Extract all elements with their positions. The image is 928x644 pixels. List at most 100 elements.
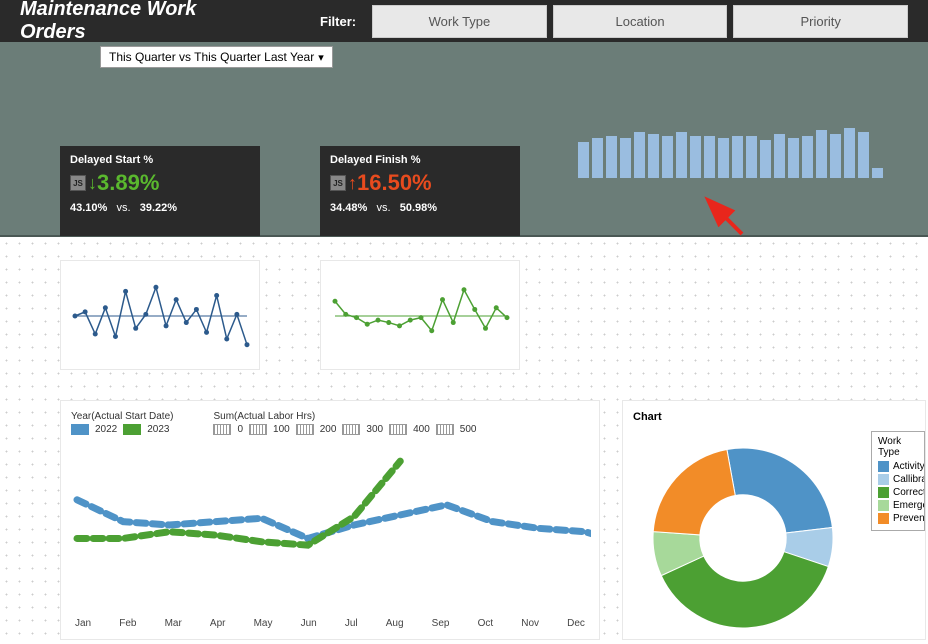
header-bar: Maintenance Work Orders Filter: Work Typ… [0, 0, 928, 42]
x-axis: Jan Feb Mar Apr May Jun Jul Aug Sep Oct Nov Dec [71, 618, 589, 629]
bar [746, 136, 757, 178]
bar [816, 130, 827, 178]
pie-legend-title: Work Type [878, 436, 924, 458]
month-label: May [254, 618, 273, 629]
legend-sum-label: Sum(Actual Labor Hrs) [213, 411, 476, 422]
month-label: Mar [165, 618, 182, 629]
month-label: Feb [119, 618, 136, 629]
legend-swatch [436, 424, 454, 435]
legend-label: Emergency [893, 500, 925, 511]
period-selector[interactable]: This Quarter vs This Quarter Last Year [100, 46, 333, 68]
page-title: Maintenance Work Orders [20, 0, 260, 44]
kpi-value: JS ↑ 16.50% [330, 170, 510, 196]
pie-legend-item: Emergency [878, 500, 924, 511]
top-bar-chart [578, 120, 888, 178]
bar [592, 138, 603, 178]
legend-label: 2023 [147, 424, 169, 435]
legend-label: Activity [893, 461, 925, 472]
bar [690, 136, 701, 178]
legend-swatch [71, 424, 89, 435]
bar [718, 138, 729, 178]
legend-label: Corrective [893, 487, 925, 498]
bar [760, 140, 771, 178]
bar [704, 136, 715, 178]
chart-legend: Year(Actual Start Date) 2022 2023 Sum(Act… [71, 411, 589, 435]
compare-a: 34.48% [330, 202, 367, 214]
kpi-percent: 3.89% [97, 170, 159, 196]
kpi-delayed-start: Delayed Start % JS ↓ 3.89% 43.10% vs. 39… [60, 146, 260, 236]
arrow-up-icon: ↑ [348, 173, 357, 194]
filter-priority[interactable]: Priority [733, 5, 908, 38]
bar [676, 132, 687, 178]
pie-legend-item: Corrective [878, 487, 924, 498]
month-label: Aug [386, 618, 404, 629]
legend-swatch [389, 424, 407, 435]
month-label: Oct [478, 618, 494, 629]
month-label: Nov [521, 618, 539, 629]
compare-b: 50.98% [400, 202, 437, 214]
kpi-value: JS ↓ 3.89% [70, 170, 250, 196]
bar [830, 134, 841, 178]
pie-legend-item: Activity [878, 461, 924, 472]
legend-label: 400 [413, 424, 430, 435]
compare-a: 43.10% [70, 202, 107, 214]
month-label: Sep [432, 618, 450, 629]
kpi-delayed-finish: Delayed Finish % JS ↑ 16.50% 34.48% vs. … [320, 146, 520, 236]
legend-swatch [878, 461, 889, 472]
vs-label: vs. [116, 202, 130, 214]
legend-label: 100 [273, 424, 290, 435]
month-label: Dec [567, 618, 585, 629]
arrow-down-icon: ↓ [88, 173, 97, 194]
bar [634, 132, 645, 178]
bar [620, 138, 631, 178]
work-type-pie-chart: Chart Work Type Activity Callibration Corr… [622, 400, 926, 640]
bar [844, 128, 855, 178]
legend-swatch [878, 487, 889, 498]
legend-swatch [878, 474, 889, 485]
legend-swatch [213, 424, 231, 435]
compare-b: 39.22% [140, 202, 177, 214]
legend-swatch [342, 424, 360, 435]
kpi-title: Delayed Start % [70, 154, 250, 166]
legend-swatch [878, 500, 889, 511]
labor-hours-chart: Year(Actual Start Date) 2022 2023 Sum(Act… [60, 400, 600, 640]
month-label: Jan [75, 618, 91, 629]
bar [578, 142, 589, 178]
kpi-title: Delayed Finish % [330, 154, 510, 166]
bar [858, 132, 869, 178]
pie-legend: Work Type Activity Callibration Corrective… [871, 431, 925, 531]
bar [606, 136, 617, 178]
kpi-compare: 34.48% vs. 50.98% [330, 202, 510, 214]
legend-swatch [123, 424, 141, 435]
legend-year-label: Year(Actual Start Date) [71, 411, 173, 422]
js-icon: JS [70, 175, 86, 191]
bar [802, 136, 813, 178]
legend-label: Preventive [893, 513, 925, 524]
legend-label: 0 [237, 424, 243, 435]
kpi-percent: 16.50% [357, 170, 432, 196]
bar [872, 168, 883, 178]
legend-swatch [296, 424, 314, 435]
sparkline-delayed-start [60, 260, 260, 370]
month-label: Jul [345, 618, 358, 629]
legend-swatch [249, 424, 267, 435]
month-label: Apr [210, 618, 226, 629]
chart-title: Chart [633, 411, 915, 423]
bar [774, 134, 785, 178]
filter-location[interactable]: Location [553, 5, 728, 38]
bar [648, 134, 659, 178]
bar [788, 138, 799, 178]
pie-legend-item: Preventive [878, 513, 924, 524]
filter-work-type[interactable]: Work Type [372, 5, 547, 38]
vs-label: vs. [376, 202, 390, 214]
bar [662, 136, 673, 178]
pie-legend-item: Callibration [878, 474, 924, 485]
month-label: Jun [301, 618, 317, 629]
legend-label: 2022 [95, 424, 117, 435]
legend-label: Callibration [893, 474, 925, 485]
legend-swatch [878, 513, 889, 524]
legend-label: 500 [460, 424, 477, 435]
kpi-compare: 43.10% vs. 39.22% [70, 202, 250, 214]
legend-label: 300 [366, 424, 383, 435]
sparkline-delayed-finish [320, 260, 520, 370]
